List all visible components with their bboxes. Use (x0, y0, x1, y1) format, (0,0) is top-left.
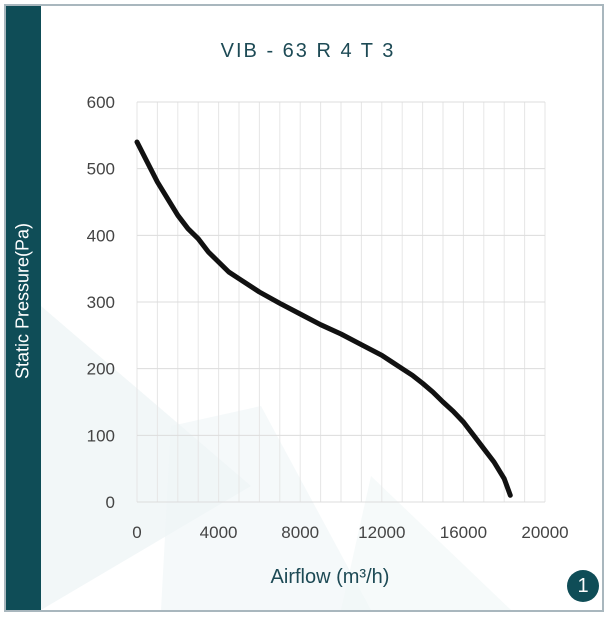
sidebar-band: Static Pressure(Pa) (6, 6, 41, 610)
y-tick-label: 100 (87, 426, 115, 445)
y-tick-label: 400 (87, 226, 115, 245)
y-tick-label: 500 (87, 160, 115, 179)
x-tick-label: 4000 (200, 523, 238, 542)
series-line (134, 139, 513, 498)
page-number-badge: 1 (567, 570, 599, 602)
y-tick-label: 300 (87, 293, 115, 312)
chart-title: VIB - 63 R 4 T 3 (220, 40, 396, 62)
y-tick-label: 0 (106, 493, 115, 512)
x-tick-label: 8000 (281, 523, 319, 542)
background-decoration (41, 306, 511, 610)
x-tick-label: 16000 (440, 523, 487, 542)
y-tick-label: 200 (87, 360, 115, 379)
x-tick-label: 12000 (358, 523, 405, 542)
x-axis-label: Airflow (m³/h) (270, 566, 390, 588)
y-tick-label: 600 (87, 93, 115, 112)
x-tick-label: 0 (132, 523, 141, 542)
x-tick-label: 20000 (521, 523, 568, 542)
